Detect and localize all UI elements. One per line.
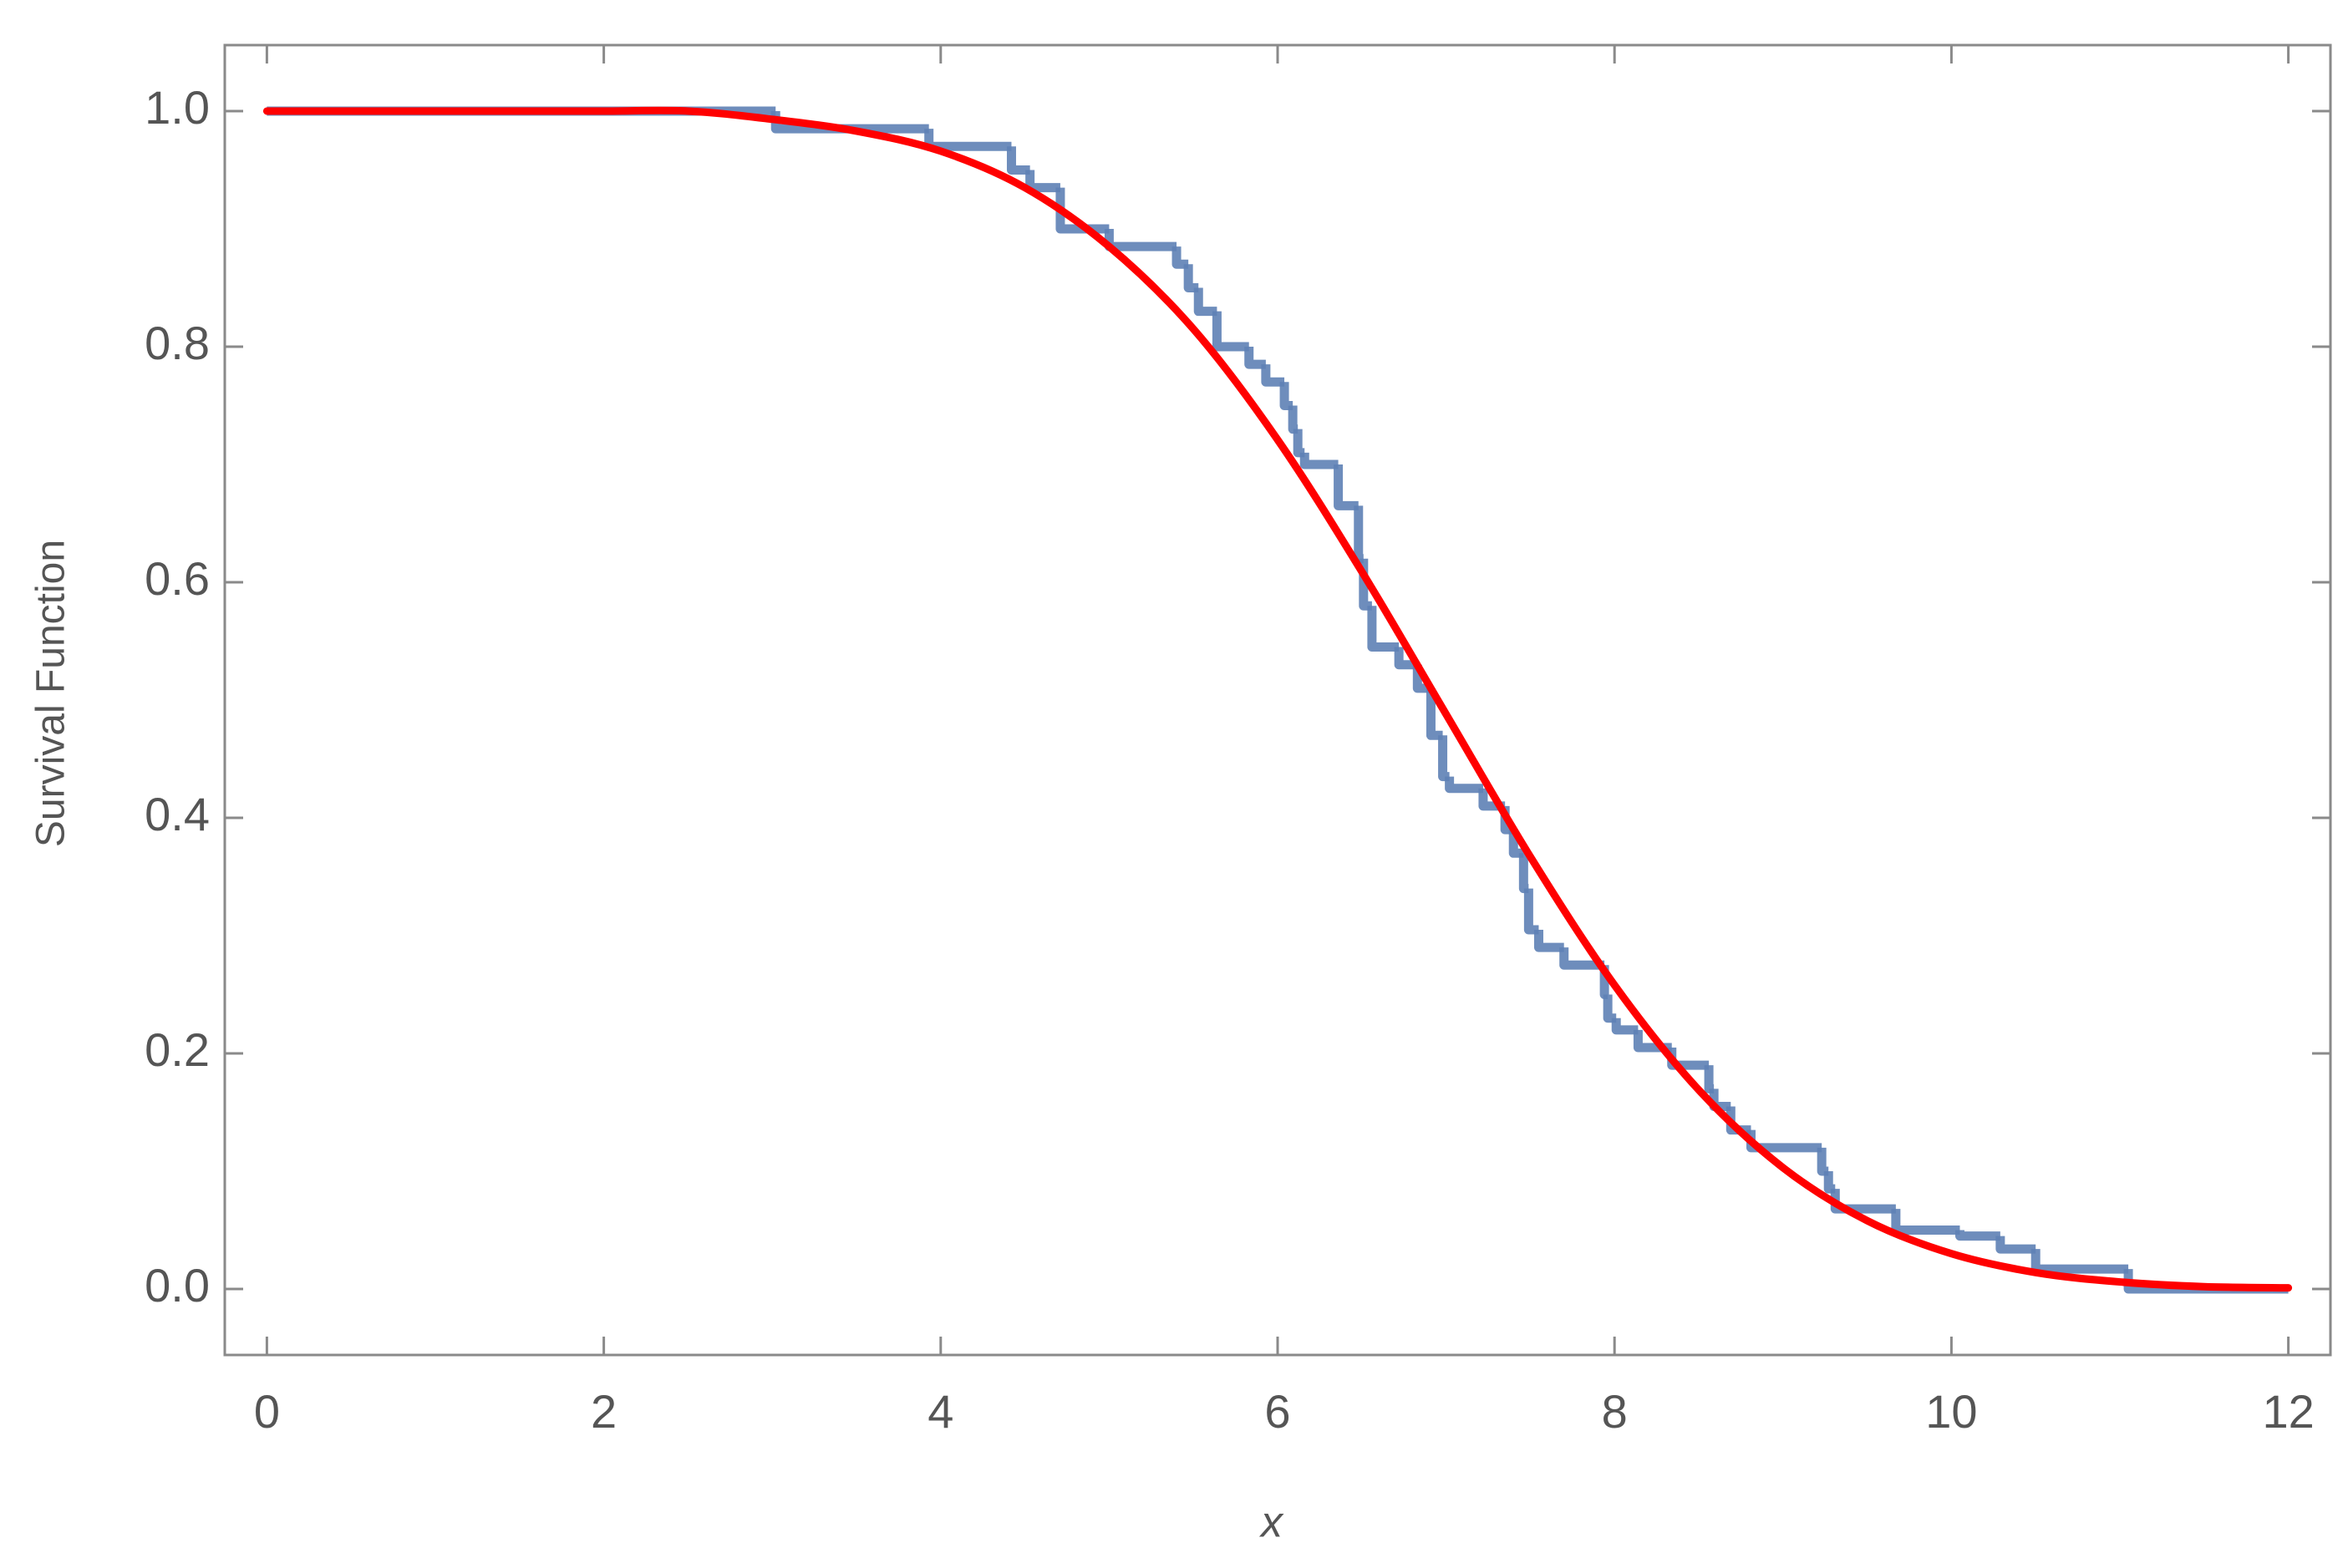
step-segment <box>1746 1129 1822 1153</box>
step-segment <box>1830 1189 1896 1214</box>
step-segment <box>1299 452 1339 469</box>
step-segment <box>1725 1106 1751 1135</box>
step-segment <box>1212 311 1249 352</box>
step-segment <box>1611 1017 1639 1035</box>
y-tick-label: 1.0 <box>145 81 210 134</box>
y-axis-label: Survival Function <box>29 540 74 847</box>
y-tick-label: 0.8 <box>145 317 210 369</box>
step-segment <box>1279 382 1293 410</box>
x-tick-label: 0 <box>254 1385 280 1438</box>
step-segment <box>1559 947 1605 970</box>
x-tick-label: 10 <box>1925 1385 1977 1438</box>
x-axis-label: x <box>1258 1499 1284 1547</box>
step-segment <box>1261 364 1285 387</box>
y-tick-label: 0.6 <box>145 552 210 605</box>
step-segment <box>1533 929 1564 952</box>
step-segment <box>1445 776 1483 794</box>
step-segment <box>1334 464 1359 510</box>
x-tick-label: 4 <box>928 1385 953 1438</box>
fitted-curve <box>262 106 2293 1292</box>
step-segment <box>1394 647 1418 670</box>
step-segment <box>1354 505 1364 564</box>
step-segment <box>1995 1236 2036 1254</box>
step-segment <box>1518 853 1529 894</box>
step-segment <box>1244 346 1266 369</box>
step-segment <box>1523 888 1539 935</box>
step-segment <box>1171 246 1189 269</box>
y-tick-label: 0.2 <box>145 1023 210 1076</box>
x-tick-label: 6 <box>1264 1385 1290 1438</box>
y-tick-label: 0.4 <box>145 788 210 840</box>
step-segment <box>1367 606 1400 652</box>
step-segment <box>1426 688 1443 740</box>
step-segment <box>1006 146 1030 175</box>
x-tick-label: 2 <box>591 1385 617 1438</box>
step-segment <box>1704 1065 1715 1094</box>
step-segment <box>1193 287 1217 317</box>
step-segment <box>1288 405 1299 434</box>
step-segment <box>1954 1230 2000 1241</box>
x-tick-label: 12 <box>2262 1385 2314 1438</box>
x-tick-label: 8 <box>1602 1385 1628 1438</box>
y-tick-label: 0.0 <box>145 1259 210 1312</box>
